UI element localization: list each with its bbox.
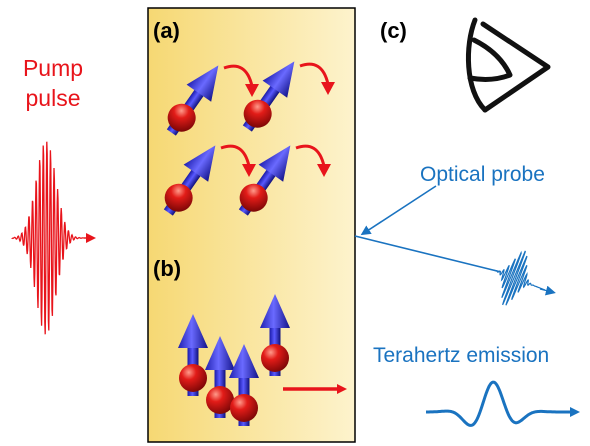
optical-probe-label: Optical probe xyxy=(420,163,545,186)
pump-pulse-label: Pump pulse xyxy=(13,53,93,113)
panel-label-c: (c) xyxy=(380,18,407,43)
probe-incident-ray xyxy=(360,185,437,236)
panel-label-a: (a) xyxy=(153,18,180,43)
probe-direction-arrow xyxy=(539,285,556,296)
pump-label-line1: Pump xyxy=(22,55,84,81)
probe-pulse-wave xyxy=(493,250,546,306)
panel-label-b: (b) xyxy=(153,256,182,281)
probe-reflected-ray xyxy=(354,235,502,273)
terahertz-wave xyxy=(426,380,566,427)
pump-label-line2: pulse xyxy=(25,85,81,111)
eye-icon xyxy=(466,17,551,113)
pump-pulse-wave xyxy=(11,141,88,335)
terahertz-emission-label: Terahertz emission xyxy=(373,344,550,367)
